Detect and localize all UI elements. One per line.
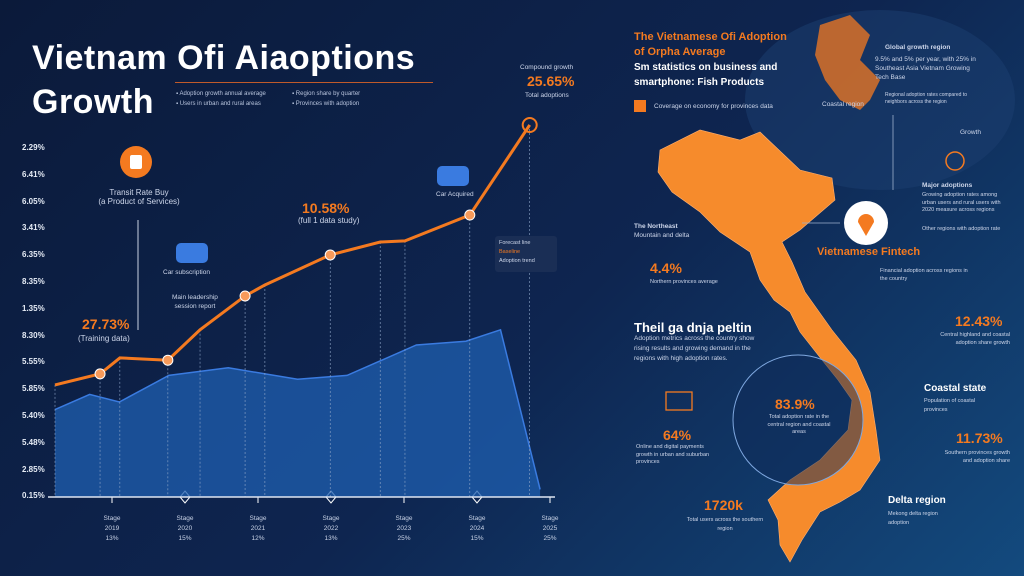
- legend-label: Coverage on economy for provinces data: [654, 103, 773, 110]
- region-heading: Coastal state: [924, 383, 987, 394]
- annotation-text: Compound growth: [520, 64, 574, 71]
- x-tick-label: Stage 2022 13%: [322, 515, 340, 542]
- page-title: Vietnam Ofi Aiaoptions Growth: [32, 39, 416, 121]
- data-point-marker: [239, 290, 251, 302]
- bullet: ▪ Users in urban and rural areas: [176, 101, 261, 107]
- globe-icon: [945, 151, 965, 171]
- vietnam-map: [657, 129, 881, 563]
- title-divider: [175, 82, 433, 83]
- annotation-text: (Training data): [78, 334, 130, 343]
- stat-value: 1720k: [704, 497, 743, 513]
- y-tick-label: 2.29%: [22, 143, 45, 152]
- stat-value: 11.73%: [956, 430, 1003, 446]
- annotation-value: 27.73%: [82, 316, 130, 332]
- center-text: Total adoption rate in the central regio…: [767, 414, 831, 435]
- stat-text: Online and digital payments growth in ur…: [636, 444, 710, 465]
- data-point-marker: [162, 354, 174, 366]
- data-point-marker: [94, 368, 106, 380]
- y-tick-label: 6.41%: [22, 169, 45, 179]
- inset-heading: Global growth region: [885, 44, 951, 51]
- car-icon: [437, 166, 469, 186]
- section-text: Adoption metrics across the country show…: [634, 335, 755, 362]
- end-marker: [521, 116, 538, 133]
- stat-text: Total users across the southern region: [686, 517, 764, 532]
- center-value: 83.9%: [775, 396, 815, 412]
- stat-value: 64%: [663, 427, 692, 443]
- inset-map-background: [745, 10, 1015, 190]
- x-tick-label: Stage 2024 15%: [468, 515, 486, 542]
- map-subtitle: Sm statistics on business and smartphone:…: [634, 62, 778, 88]
- inset-label: Coastal region: [822, 101, 864, 108]
- y-tick-label: 0.15%: [22, 491, 45, 501]
- location-pin-icon: [858, 214, 874, 236]
- bullet: ▪ Adoption growth annual average: [176, 91, 266, 97]
- y-tick-label: 6.35%: [22, 250, 45, 260]
- side-text: Growing adoption rates among urban users…: [922, 192, 1001, 213]
- x-tick-label: Stage 2020 15%: [176, 515, 194, 542]
- y-tick-label: 8.30%: [22, 330, 45, 340]
- y-tick-label: 8.35%: [22, 277, 45, 286]
- x-tick-label: Stage 2025 25%: [541, 515, 559, 542]
- region-label: The Northeast Mountain and delta: [634, 223, 690, 239]
- pin-text: Financial adoption across regions in the…: [880, 268, 968, 282]
- side-heading: Major adoptions: [922, 182, 973, 189]
- legend-swatch: [634, 100, 646, 112]
- chart-legend: Forecast line Baseline Adoption trend: [499, 240, 535, 264]
- y-tick-label: 6.05%: [22, 196, 45, 206]
- section-title: Theil ga dnja peltin: [634, 320, 752, 335]
- side-text: Other regions with adoption rate: [922, 226, 1001, 232]
- bullet: ▪ Provinces with adoption: [292, 101, 360, 107]
- annotation-text: Car subscription: [163, 269, 210, 276]
- annotation-text: Transit Rate Buy (a Product of Services): [98, 188, 180, 206]
- y-tick-label: 5.40%: [22, 411, 45, 420]
- stat-text: Southern provinces growth and adoption s…: [944, 450, 1010, 464]
- legend-box: [495, 236, 557, 272]
- line-series: [54, 124, 531, 387]
- annotation-text: (full 1 data study): [298, 216, 360, 225]
- stat-text: Mekong delta region adoption: [888, 511, 938, 526]
- annotation-text: Car Acquired: [436, 191, 474, 198]
- x-tick-label: Stage 2023 25%: [395, 515, 413, 542]
- annotation-value: 25.65%: [527, 73, 575, 89]
- y-tick-label: 5.85%: [22, 384, 45, 394]
- y-tick-label: 5.55%: [22, 357, 45, 367]
- stat-value: 4.4%: [650, 260, 682, 276]
- x-tick-label: Stage 2021 12%: [249, 515, 267, 542]
- bullet: ▪ Region share by quarter: [292, 91, 361, 97]
- inset-label: Growth: [960, 129, 981, 136]
- car-icon: [176, 243, 208, 263]
- y-tick-label: 1.35%: [22, 303, 45, 313]
- stat-text: Central highland and coastal adoption sh…: [940, 332, 1010, 346]
- map-title: The Vietnamese Ofi Adoption of Orpha Aver…: [634, 31, 787, 58]
- bag-icon-glyph: [130, 155, 142, 169]
- data-point-marker: [464, 209, 476, 221]
- annotation-value: 10.58%: [302, 200, 350, 216]
- inset-map: [815, 15, 880, 110]
- y-tick-label: 2.85%: [22, 464, 45, 474]
- area-series: [55, 329, 541, 497]
- stat-text: Northern provinces average: [650, 279, 718, 285]
- region-heading: Delta region: [888, 495, 946, 506]
- pin-label: Vietnamese Fintech: [817, 246, 921, 258]
- document-icon: [665, 391, 693, 411]
- y-tick-label: 5.48%: [22, 437, 45, 447]
- stat-text: Population of coastal provinces: [924, 398, 976, 413]
- highlight-circle: [732, 354, 864, 486]
- inset-text: Regional adoption rates compared to neig…: [885, 92, 967, 105]
- area-series-line: [54, 328, 541, 490]
- annotation-text: Main leadership session report: [172, 294, 218, 310]
- inset-orange-text: 9.5% and 5% per year, with 25% in Southe…: [875, 56, 976, 81]
- stat-value: 12.43%: [955, 313, 1003, 329]
- x-tick-label: Stage 2019 13%: [103, 515, 121, 542]
- y-tick-label: 3.41%: [22, 223, 45, 233]
- annotation-text: Total adoptions: [525, 92, 569, 99]
- data-point-marker: [324, 249, 336, 261]
